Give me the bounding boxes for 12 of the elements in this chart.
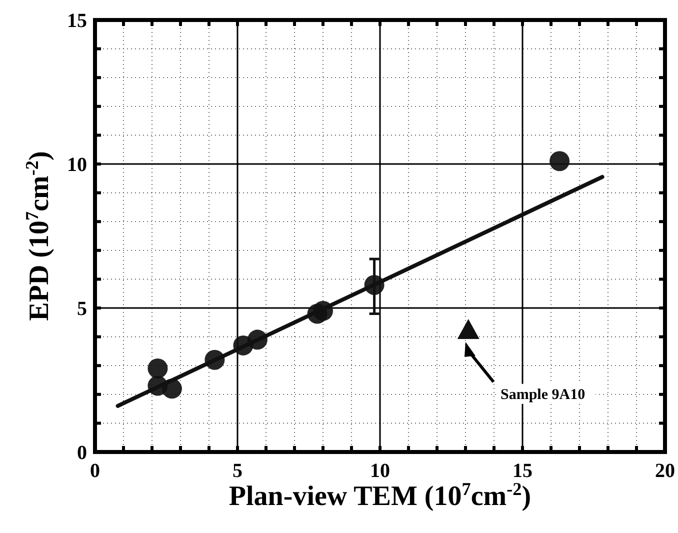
y-tick-label: 0 bbox=[77, 442, 87, 464]
x-tick-label: 15 bbox=[512, 460, 532, 482]
x-tick-label: 20 bbox=[655, 460, 675, 482]
y-tick-label: 10 bbox=[67, 154, 87, 176]
x-tick-label: 10 bbox=[370, 460, 390, 482]
y-tick-label: 15 bbox=[67, 10, 87, 32]
x-axis-title: Plan-view TEM (10$^{7}$cm$^{-2}$) bbox=[228, 479, 532, 512]
x-tick-label: 5 bbox=[232, 460, 242, 482]
point bbox=[550, 151, 570, 172]
annotation: Sample 9A10 bbox=[500, 386, 586, 403]
y-tick-label: 5 bbox=[77, 298, 87, 320]
point bbox=[148, 358, 168, 378]
